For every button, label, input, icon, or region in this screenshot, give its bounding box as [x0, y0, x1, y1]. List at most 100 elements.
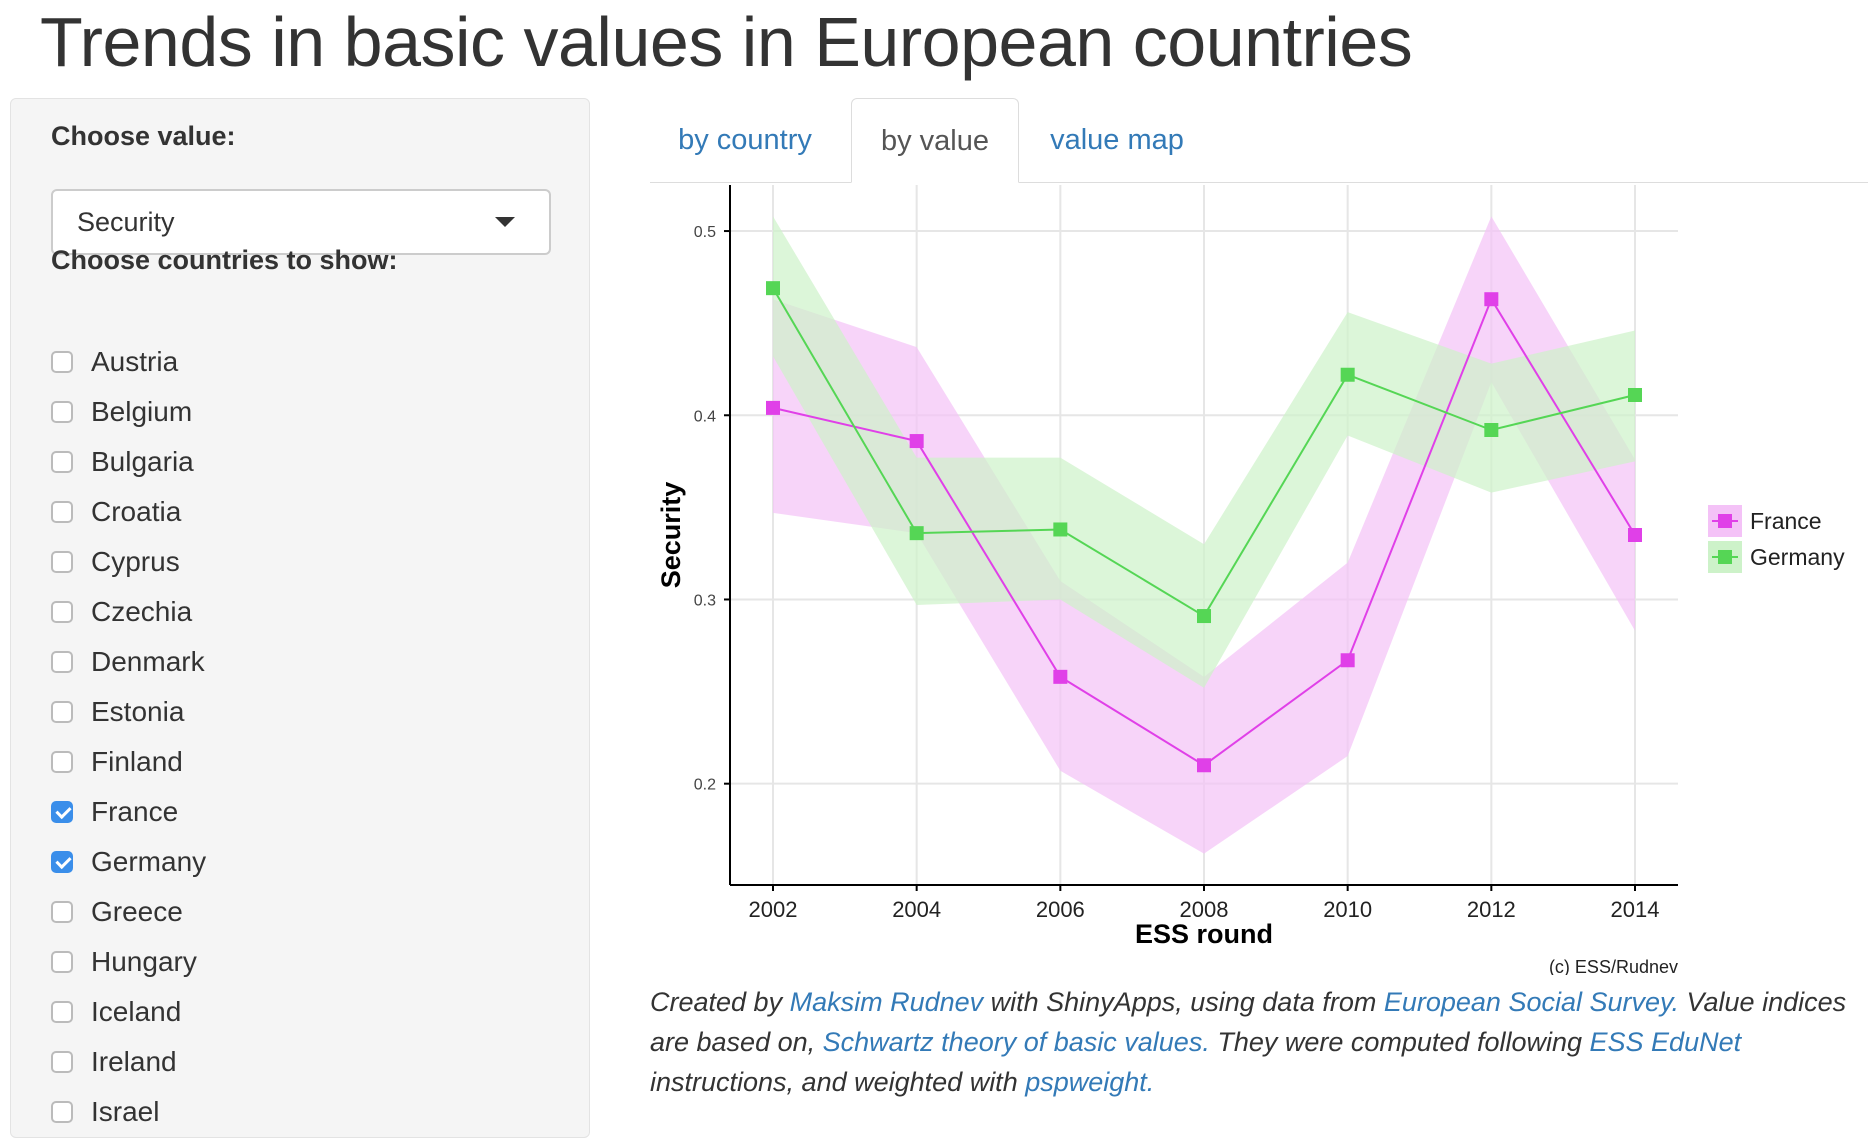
checkbox-icon[interactable]: [51, 1051, 73, 1073]
value-select[interactable]: Security: [51, 189, 551, 255]
chevron-down-icon: [495, 217, 515, 227]
country-checkbox-estonia[interactable]: Estonia: [51, 687, 206, 737]
country-label: Greece: [91, 896, 183, 927]
country-checkbox-belgium[interactable]: Belgium: [51, 387, 206, 437]
footer-text-2: with ShinyApps, using data from: [983, 987, 1384, 1017]
checkbox-icon[interactable]: [51, 401, 73, 423]
country-label: Austria: [91, 346, 179, 377]
country-checkbox-france[interactable]: France: [51, 787, 206, 837]
tab-bar: by country by value value map: [650, 98, 1868, 183]
data-point-germany: [1484, 423, 1499, 437]
footer-credits: Created by Maksim Rudnev with ShinyApps,…: [650, 982, 1850, 1102]
author-link[interactable]: Maksim Rudnev: [789, 987, 984, 1017]
x-tick-label: 2008: [1180, 897, 1229, 922]
country-checkbox-denmark[interactable]: Denmark: [51, 637, 206, 687]
country-checkbox-austria[interactable]: Austria: [51, 337, 206, 387]
checkbox-icon[interactable]: [51, 901, 73, 923]
checkbox-icon[interactable]: [51, 951, 73, 973]
country-checkbox-croatia[interactable]: Croatia: [51, 487, 206, 537]
sidebar-panel: Choose value: Security Choose countries …: [10, 98, 590, 1138]
y-axis-title: Security: [656, 482, 686, 589]
checkbox-icon[interactable]: [51, 701, 73, 723]
x-tick-label: 2006: [1036, 897, 1085, 922]
data-point-germany: [1340, 367, 1355, 382]
country-checkbox-israel[interactable]: Israel: [51, 1087, 206, 1137]
country-checkbox-hungary[interactable]: Hungary: [51, 937, 206, 987]
country-label: Czechia: [91, 596, 193, 627]
confidence-band-germany: [773, 216, 1635, 688]
data-point-germany: [1197, 609, 1211, 624]
country-checkbox-cyprus[interactable]: Cyprus: [51, 537, 206, 587]
data-point-france: [1628, 528, 1642, 542]
x-tick-label: 2014: [1611, 897, 1660, 922]
country-label: Israel: [91, 1096, 160, 1127]
tab-by-value[interactable]: by value: [851, 98, 1019, 183]
legend-item-germany: Germany: [1708, 541, 1845, 573]
country-label: France: [91, 796, 179, 827]
checkbox-icon[interactable]: [51, 1001, 73, 1023]
y-tick-label: 0.5: [694, 224, 716, 241]
country-label: Hungary: [91, 946, 197, 977]
y-tick-label: 0.3: [694, 592, 716, 609]
x-tick-label: 2002: [749, 897, 798, 922]
footer-text-4: They were computed following: [1209, 1027, 1590, 1057]
footer-text-3: Value indices are based on,: [650, 987, 1847, 1057]
checkbox-icon[interactable]: [51, 351, 73, 373]
country-checkbox-czechia[interactable]: Czechia: [51, 587, 206, 637]
country-label: Denmark: [91, 646, 205, 677]
security-trend-chart: 0.2 0.3 0.4 0.5 2002 2004 2006 2008 2010 2012 2014…: [656, 185, 1845, 975]
x-tick-label: 2010: [1323, 897, 1372, 922]
x-tick-label: 2012: [1467, 897, 1516, 922]
schwartz-theory-link[interactable]: Schwartz theory of basic values.: [822, 1027, 1210, 1057]
country-label: Belgium: [91, 396, 193, 427]
legend-item-france: France: [1708, 505, 1822, 537]
data-point-germany: [909, 526, 924, 541]
checkbox-checked-icon[interactable]: [51, 801, 73, 823]
ess-link[interactable]: European Social Survey.: [1383, 987, 1680, 1017]
data-point-france: [1053, 669, 1068, 684]
tab-by-country[interactable]: by country: [678, 124, 812, 156]
country-checkbox-bulgaria[interactable]: Bulgaria: [51, 437, 206, 487]
x-axis-title: ESS round: [1135, 919, 1273, 949]
choose-countries-label: Choose countries to show:: [51, 245, 398, 275]
checkbox-icon[interactable]: [51, 751, 73, 773]
country-label: Estonia: [91, 696, 185, 727]
legend-key-marker: [1718, 514, 1732, 528]
checkbox-icon[interactable]: [51, 551, 73, 573]
checkbox-icon[interactable]: [51, 651, 73, 673]
country-label: Finland: [91, 746, 183, 777]
data-point-france: [1197, 758, 1211, 773]
country-checkbox-ireland[interactable]: Ireland: [51, 1037, 206, 1087]
choose-value-label: Choose value:: [51, 121, 236, 151]
country-label: Ireland: [91, 1046, 177, 1077]
country-checkbox-greece[interactable]: Greece: [51, 887, 206, 937]
country-label: Cyprus: [91, 546, 180, 577]
legend-key-marker: [1718, 550, 1732, 564]
data-point-france: [1484, 292, 1499, 307]
checkbox-icon[interactable]: [51, 501, 73, 523]
country-checkbox-iceland[interactable]: Iceland: [51, 987, 206, 1037]
y-tick-label: 0.4: [694, 408, 716, 425]
legend-label: France: [1750, 508, 1822, 534]
data-point-france: [1340, 653, 1355, 668]
country-label: Iceland: [91, 996, 182, 1027]
country-label: Germany: [91, 846, 207, 877]
data-point-france: [766, 400, 780, 415]
chart-caption: (c) ESS/Rudnev: [1549, 957, 1678, 975]
country-label: Bulgaria: [91, 446, 194, 477]
data-point-france: [909, 434, 924, 449]
data-point-germany: [1628, 388, 1642, 402]
country-checkbox-finland[interactable]: Finland: [51, 737, 206, 787]
country-label: Croatia: [91, 496, 182, 527]
footer-text-1: Created by: [650, 987, 790, 1017]
tab-value-map[interactable]: value map: [1050, 124, 1184, 156]
checkbox-checked-icon[interactable]: [51, 851, 73, 873]
country-checkbox-germany[interactable]: Germany: [51, 837, 206, 887]
x-tick-label: 2004: [892, 897, 941, 922]
ess-edunet-link[interactable]: ESS EduNet: [1589, 1027, 1742, 1057]
page-title: Trends in basic values in European count…: [40, 3, 1413, 81]
pspweight-link[interactable]: pspweight.: [1025, 1067, 1155, 1097]
data-point-germany: [766, 281, 780, 296]
checkbox-icon[interactable]: [51, 451, 73, 473]
checkbox-icon[interactable]: [51, 601, 73, 623]
